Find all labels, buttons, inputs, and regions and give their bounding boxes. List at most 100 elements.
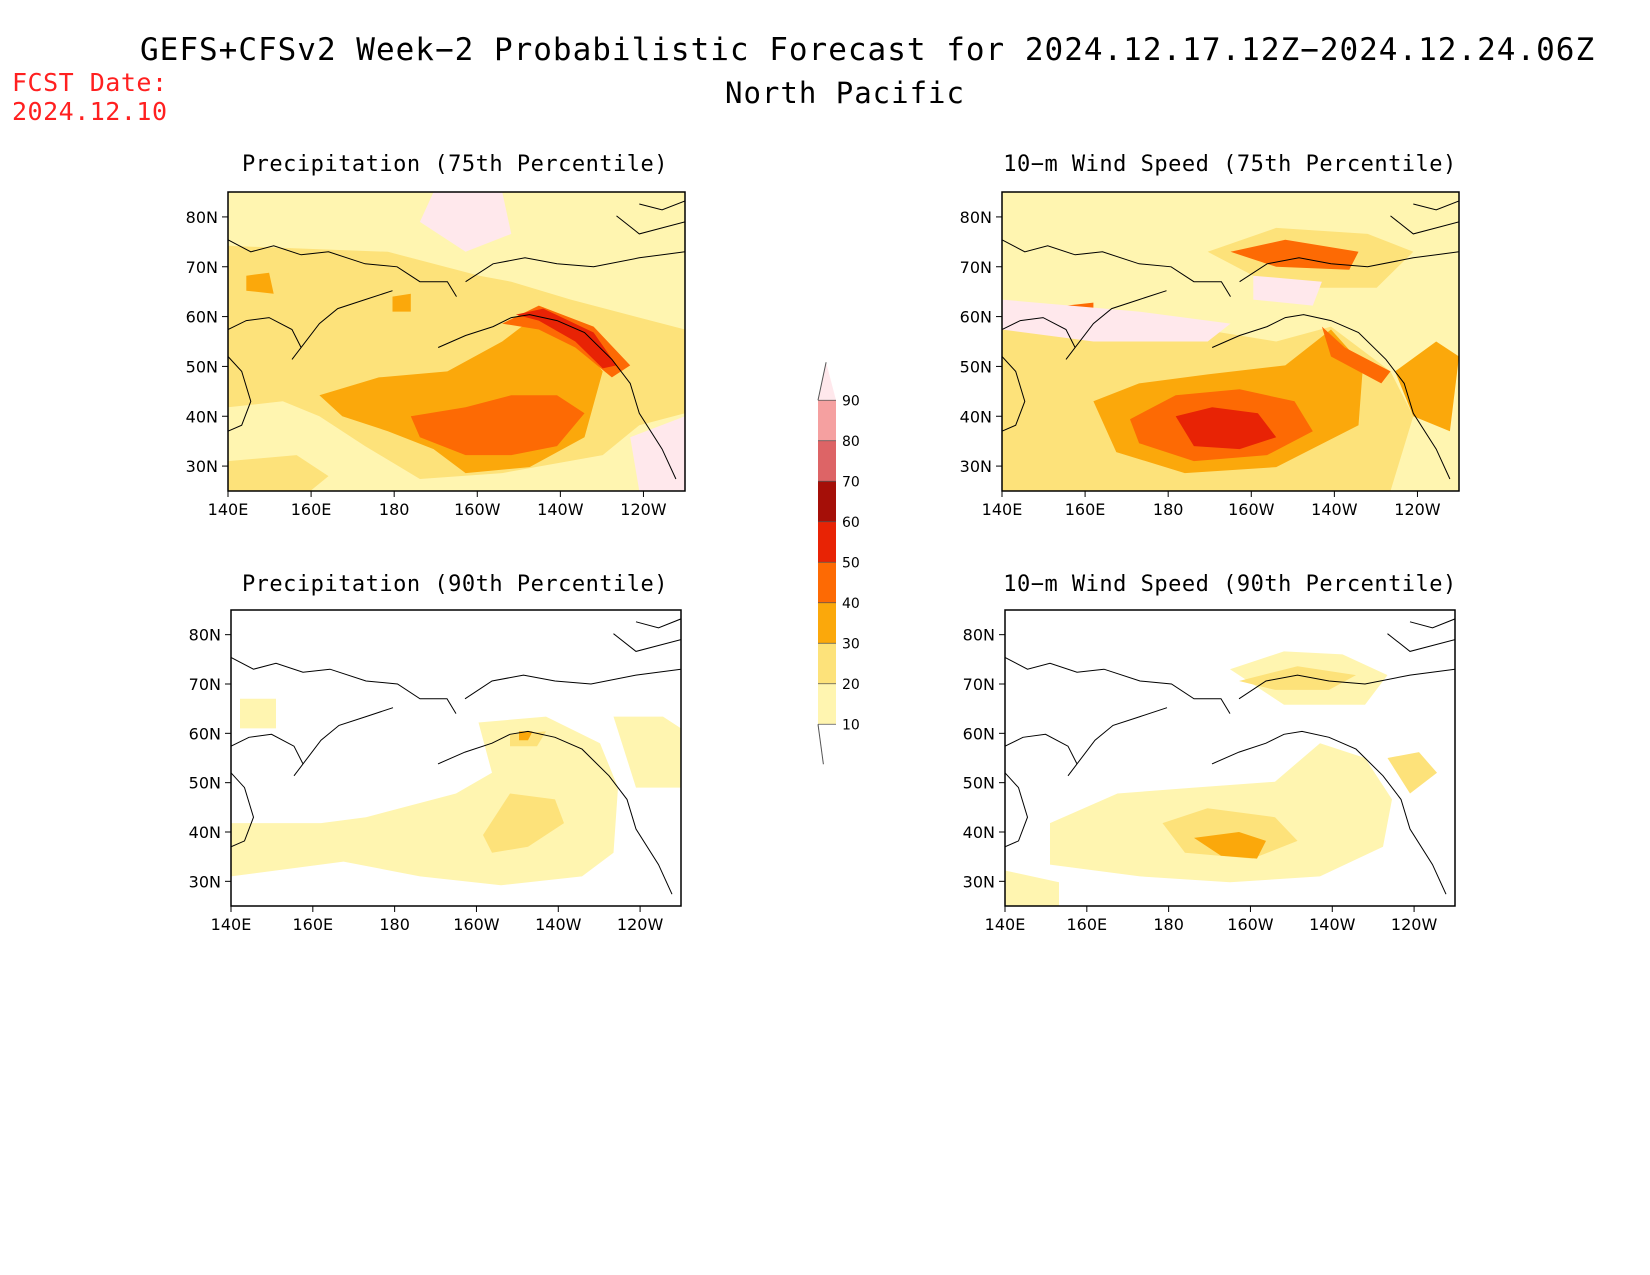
panel-title-precip75: Precipitation (75th Percentile) <box>241 152 669 177</box>
coastline <box>437 314 677 480</box>
map-panel-wind90: 140E 160E 180 160W 140W 120W 80N 70N 60N 50N 40N 30… <box>963 609 1456 934</box>
lon-tick-label: 120W <box>1394 500 1441 519</box>
lon-tick-label: 140W <box>1309 915 1356 934</box>
contour-c40 <box>410 395 585 456</box>
coastline <box>1387 633 1455 652</box>
coastline <box>228 356 252 432</box>
contour-c20 <box>1387 752 1437 794</box>
map-frame <box>1001 191 1460 492</box>
lat-tick-label: 50N <box>960 357 992 376</box>
lon-tick-label: 140E <box>985 915 1026 934</box>
contour-c10 <box>1005 870 1059 906</box>
contour-c20 <box>1239 666 1356 690</box>
lon-tick-label: 180 <box>379 500 410 519</box>
colorbar-label: 70 <box>842 474 860 490</box>
coastline <box>613 633 681 652</box>
lat-tick-label: 50N <box>189 774 221 793</box>
colorbar-label: 90 <box>842 393 860 409</box>
lon-tick-label: 160E <box>1066 915 1107 934</box>
contour-c10 <box>613 716 681 788</box>
coastline <box>1238 668 1455 700</box>
lat-tick-label: 30N <box>960 457 992 476</box>
contour-c30 <box>519 731 533 741</box>
contour-c40 <box>1230 239 1359 270</box>
map-frame <box>227 191 686 492</box>
lat-tick-label: 50N <box>186 357 218 376</box>
lat-tick-label: 60N <box>189 724 221 743</box>
forecast-date-block: FCST Date: 2024.12.10 <box>12 68 168 126</box>
contour-c30 <box>1194 832 1266 859</box>
coastline <box>1005 656 1231 714</box>
lon-tick-label: 140E <box>211 915 252 934</box>
colorbar-label: 50 <box>842 555 860 571</box>
lat-tick-label: 40N <box>186 407 218 426</box>
region-subtitle: North Pacific <box>725 76 965 110</box>
fcst-date-label: FCST Date: <box>12 68 168 97</box>
contour-c20 <box>228 455 329 491</box>
coastline <box>1002 239 1231 297</box>
lat-tick-label: 80N <box>963 626 995 645</box>
contour-c90 <box>630 416 685 491</box>
lat-tick-label: 60N <box>960 308 992 327</box>
coastline <box>464 668 681 700</box>
lon-tick-label: 120W <box>617 915 664 934</box>
colorbar-segment <box>818 481 836 522</box>
coastline <box>437 730 673 895</box>
contour-c10 <box>240 698 276 729</box>
coastline <box>465 251 685 283</box>
panel-title-precip90: Precipitation (90th Percentile) <box>241 572 669 597</box>
contour-c30 <box>392 293 411 312</box>
coastline <box>1005 707 1168 777</box>
contour-c50 <box>1175 407 1277 450</box>
colorbar-bottom-tail <box>817 724 824 765</box>
lon-tick-label: 120W <box>1391 915 1438 934</box>
coastline <box>231 772 255 848</box>
coastline <box>1413 200 1459 211</box>
coastline <box>639 200 685 211</box>
lon-tick-label: 140W <box>535 915 582 934</box>
contour-c30 <box>246 272 274 294</box>
lat-tick-label: 50N <box>963 774 995 793</box>
coastline <box>1239 251 1459 283</box>
lat-tick-label: 30N <box>963 872 995 891</box>
fcst-date-value: 2024.12.10 <box>12 97 168 126</box>
lat-tick-label: 80N <box>186 208 218 227</box>
lon-tick-label: 140E <box>208 500 249 519</box>
coastline <box>228 239 457 297</box>
lat-tick-label: 60N <box>186 308 218 327</box>
lon-tick-label: 160W <box>1228 500 1275 519</box>
lon-tick-label: 180 <box>1153 500 1184 519</box>
contour-c40 <box>1321 326 1391 384</box>
lat-tick-label: 70N <box>186 258 218 277</box>
forecast-field <box>1005 610 1455 906</box>
lon-tick-label: 140W <box>1311 500 1358 519</box>
contour-c50 <box>515 308 617 369</box>
lon-tick-label: 160E <box>292 915 333 934</box>
coastline <box>231 707 394 777</box>
coastline <box>1211 314 1451 480</box>
panel-title-wind75: 10−m Wind Speed (75th Percentile) <box>1003 152 1457 177</box>
forecast-field <box>231 610 681 906</box>
colorbar-label: 80 <box>842 434 860 450</box>
colorbar-segment <box>818 521 836 563</box>
lon-tick-label: 160W <box>453 915 500 934</box>
map-frame <box>1004 609 1456 907</box>
coastline <box>1002 290 1167 360</box>
coastline <box>1409 618 1455 629</box>
contour-c90 <box>1002 299 1231 342</box>
coastline <box>1005 772 1029 848</box>
lat-tick-label: 80N <box>189 626 221 645</box>
colorbar: 10 20 30 40 50 60 70 80 90 <box>817 362 860 765</box>
colorbar-segment <box>818 440 836 482</box>
lon-tick-label: 140W <box>537 500 584 519</box>
coastline <box>616 215 685 235</box>
contour-c20 <box>483 793 564 853</box>
lat-tick-label: 30N <box>186 457 218 476</box>
lon-tick-label: 160E <box>291 500 332 519</box>
lat-tick-label: 60N <box>963 724 995 743</box>
lat-tick-label: 40N <box>189 823 221 842</box>
lat-tick-label: 70N <box>189 675 221 694</box>
lat-tick-label: 70N <box>963 675 995 694</box>
lat-tick-label: 30N <box>189 872 221 891</box>
